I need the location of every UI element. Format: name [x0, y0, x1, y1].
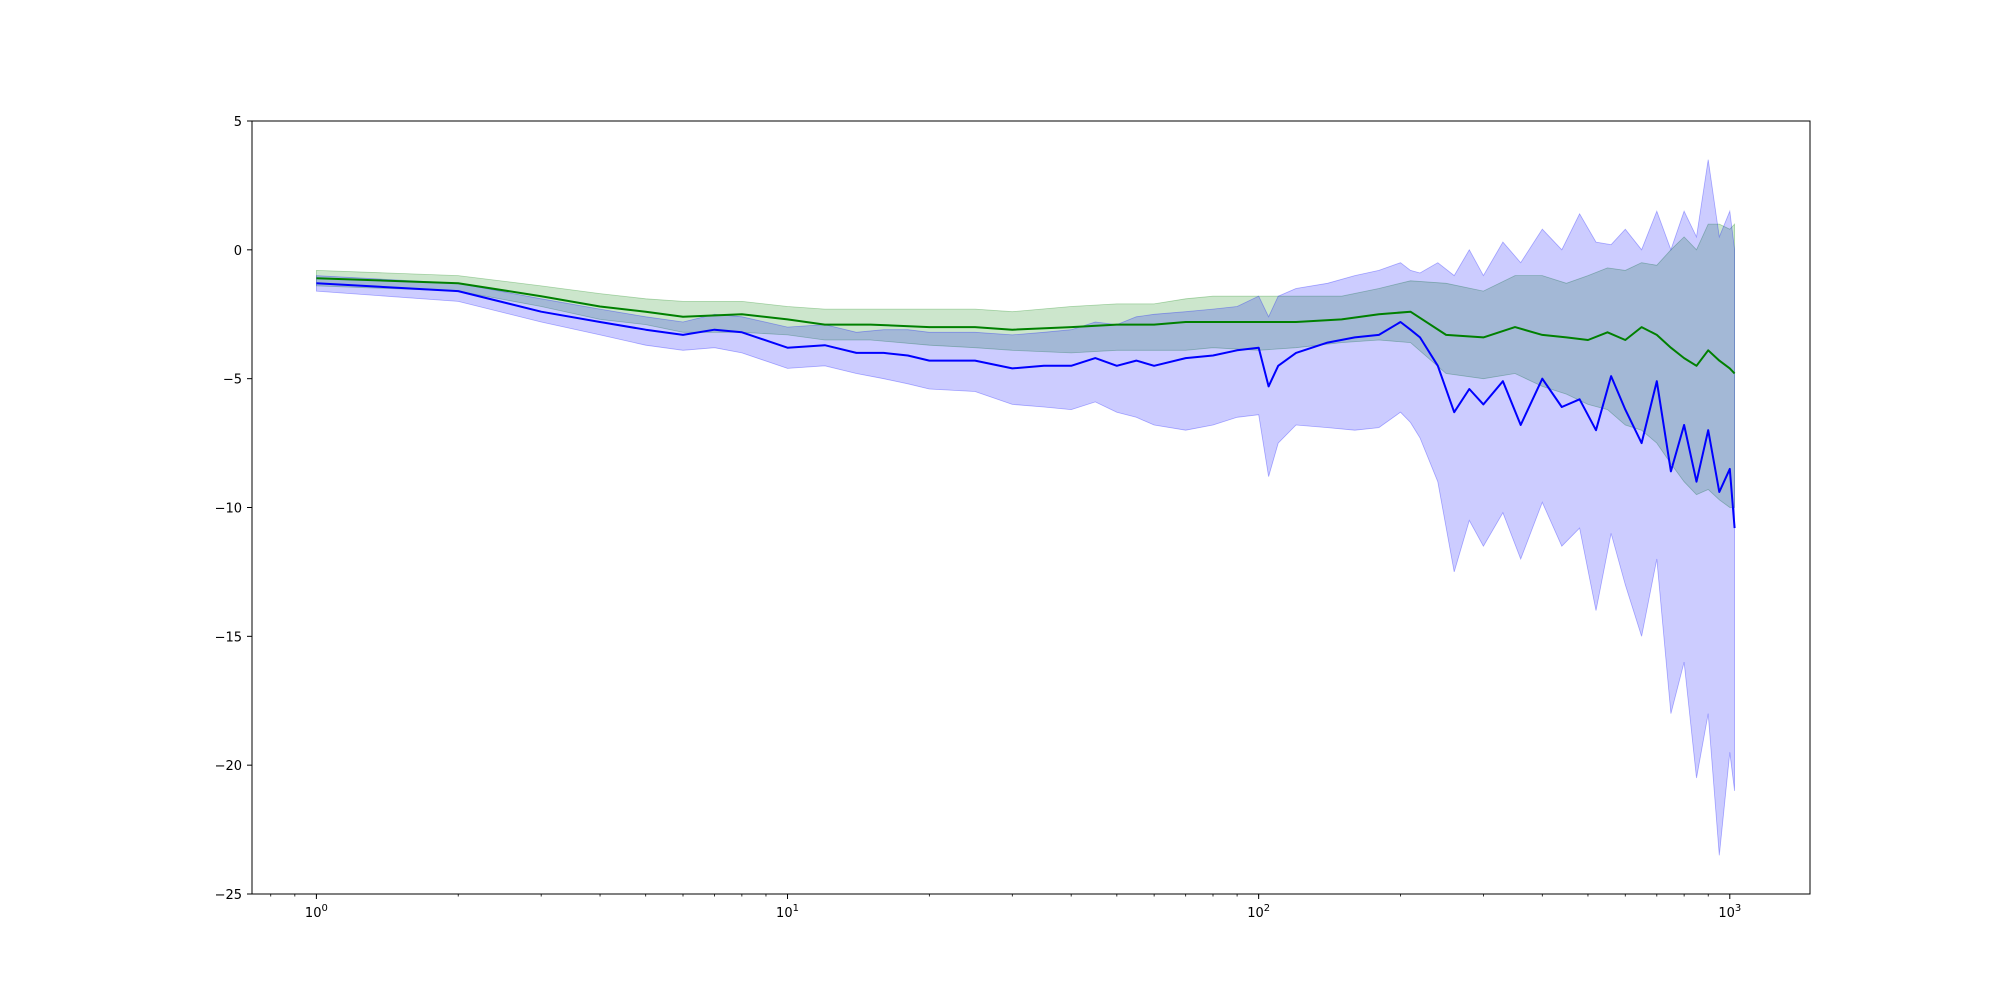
x-tick-label: 101: [776, 903, 799, 921]
confidence-bands: [316, 159, 1735, 856]
blue-confidence-band: [316, 159, 1735, 856]
y-tick-label: −20: [215, 759, 242, 774]
y-tick-label: 0: [234, 244, 242, 259]
x-tick-label: 102: [1247, 903, 1270, 921]
y-tick-label: −25: [215, 888, 242, 903]
series-lines: [316, 277, 1736, 529]
green-confidence-band: [316, 223, 1735, 508]
y-axis: 5 0 −5 −10 −15 −20 −25: [215, 115, 252, 903]
blue-series-line: [316, 282, 1736, 529]
x-tick-label: 100: [305, 903, 328, 921]
y-tick-label: −10: [215, 502, 242, 517]
y-tick-label: −15: [215, 630, 242, 645]
x-axis: 100 101 102 103: [270, 894, 1741, 921]
y-tick-label: 5: [234, 115, 242, 130]
y-tick-label: −5: [223, 373, 242, 388]
x-tick-label: 103: [1718, 903, 1741, 921]
green-series-line: [316, 277, 1736, 375]
